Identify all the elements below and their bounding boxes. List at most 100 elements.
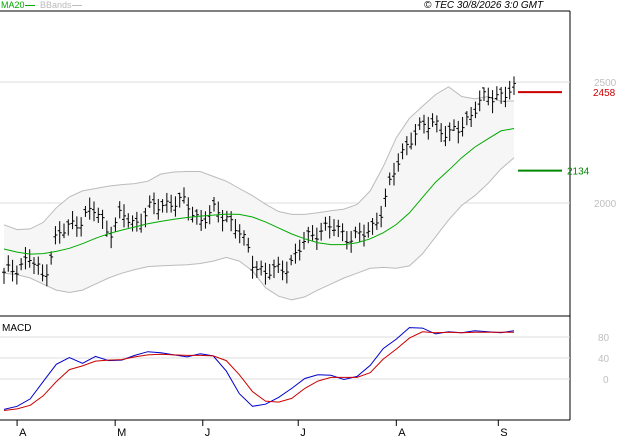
legend-bbands: BBands <box>40 0 72 10</box>
legend-ma-swatch <box>25 5 35 6</box>
price-bar <box>216 201 221 223</box>
price-bar <box>383 188 388 207</box>
price-bar <box>499 87 504 104</box>
price-bar <box>434 115 439 133</box>
price-bar <box>126 213 131 228</box>
price-bar <box>439 123 444 143</box>
price-bar <box>327 215 332 239</box>
price-bar <box>404 136 409 156</box>
price-bar <box>10 259 15 282</box>
price-bar <box>242 230 246 246</box>
price-bar <box>14 265 19 285</box>
price-bar <box>212 196 216 212</box>
price-bar <box>263 262 268 285</box>
price-bar <box>32 257 36 275</box>
price-bar <box>396 153 401 172</box>
price-bar <box>237 224 242 244</box>
price-bar <box>422 114 426 134</box>
price-bar <box>494 86 499 101</box>
price-bar <box>344 231 349 250</box>
price-bar <box>160 199 165 213</box>
price-bar <box>469 106 474 127</box>
price-bar <box>392 162 396 186</box>
price-bar <box>6 255 11 272</box>
y-tick-label: 2000 <box>594 199 617 210</box>
price-bar <box>62 223 66 239</box>
level-label-green: 2134 <box>567 167 590 178</box>
price-bar <box>190 206 195 223</box>
price-bar <box>336 219 341 238</box>
macd-line <box>3 327 515 410</box>
price-bar <box>87 197 92 220</box>
price-bar <box>267 263 272 280</box>
price-bar <box>370 218 375 235</box>
price-bar <box>220 209 225 232</box>
macd-y-tick-label: 80 <box>598 333 610 344</box>
price-bar <box>250 255 255 279</box>
price-bar <box>460 116 465 137</box>
price-bar <box>100 209 105 229</box>
ma20-line <box>3 128 515 255</box>
price-bar <box>447 122 452 142</box>
copyright: © TEC 30/8/2026 3:0 GMT <box>424 0 544 11</box>
price-bar <box>297 239 302 261</box>
price-bar <box>306 226 311 244</box>
price-bar <box>362 224 366 247</box>
x-tick-label: J <box>205 427 211 439</box>
price-bar <box>314 227 319 250</box>
macd-title: MACD <box>2 323 31 334</box>
price-bar <box>57 221 62 244</box>
price-bar <box>74 216 79 237</box>
price-bar <box>400 143 405 160</box>
price-bar <box>284 261 289 284</box>
price-bar <box>310 225 315 241</box>
price-bar <box>224 210 229 223</box>
price-bar <box>233 219 238 239</box>
price-bar <box>92 201 96 222</box>
macd-panel: MACD 80 40 0 <box>0 323 610 411</box>
price-bar <box>53 226 58 245</box>
price-bar <box>254 261 259 278</box>
x-tick-label: S <box>500 427 507 439</box>
price-bar <box>66 219 71 236</box>
macd-y-tick-label: 40 <box>598 354 610 365</box>
price-bar <box>122 204 126 228</box>
price-bar <box>207 205 212 225</box>
macd-y-tick-label: 0 <box>603 375 609 386</box>
price-bar <box>512 76 516 95</box>
price-bar <box>259 260 264 276</box>
price-bar <box>486 87 491 106</box>
price-bar <box>340 223 345 242</box>
price-bar <box>182 187 186 204</box>
price-bar <box>409 132 414 150</box>
price-bar <box>79 217 84 237</box>
price-bar <box>280 260 285 281</box>
price-bar <box>456 120 461 144</box>
price-bar <box>503 86 508 108</box>
price-bar <box>366 222 371 238</box>
x-tick-label: A <box>398 427 406 439</box>
signal-line <box>3 331 514 411</box>
price-bar <box>413 124 418 146</box>
price-bar <box>319 222 324 241</box>
price-bar <box>169 194 174 213</box>
price-bar <box>323 216 328 231</box>
price-bar <box>27 249 32 268</box>
price-bar <box>49 251 54 265</box>
price-bar <box>113 217 118 232</box>
price-bar <box>357 222 362 243</box>
price-bar <box>246 237 251 253</box>
price-bar <box>452 119 456 131</box>
price-bar <box>96 207 101 223</box>
price-bar <box>44 264 49 287</box>
price-bar <box>2 267 6 284</box>
level-label-red: 2458 <box>593 88 616 99</box>
price-bar <box>173 196 178 217</box>
bbands-lower-line <box>3 157 515 301</box>
price-bar <box>203 211 208 229</box>
y-tick-label: 2500 <box>594 78 617 89</box>
price-bar <box>482 87 486 102</box>
price-bar <box>353 226 358 239</box>
price-bar <box>23 247 28 270</box>
